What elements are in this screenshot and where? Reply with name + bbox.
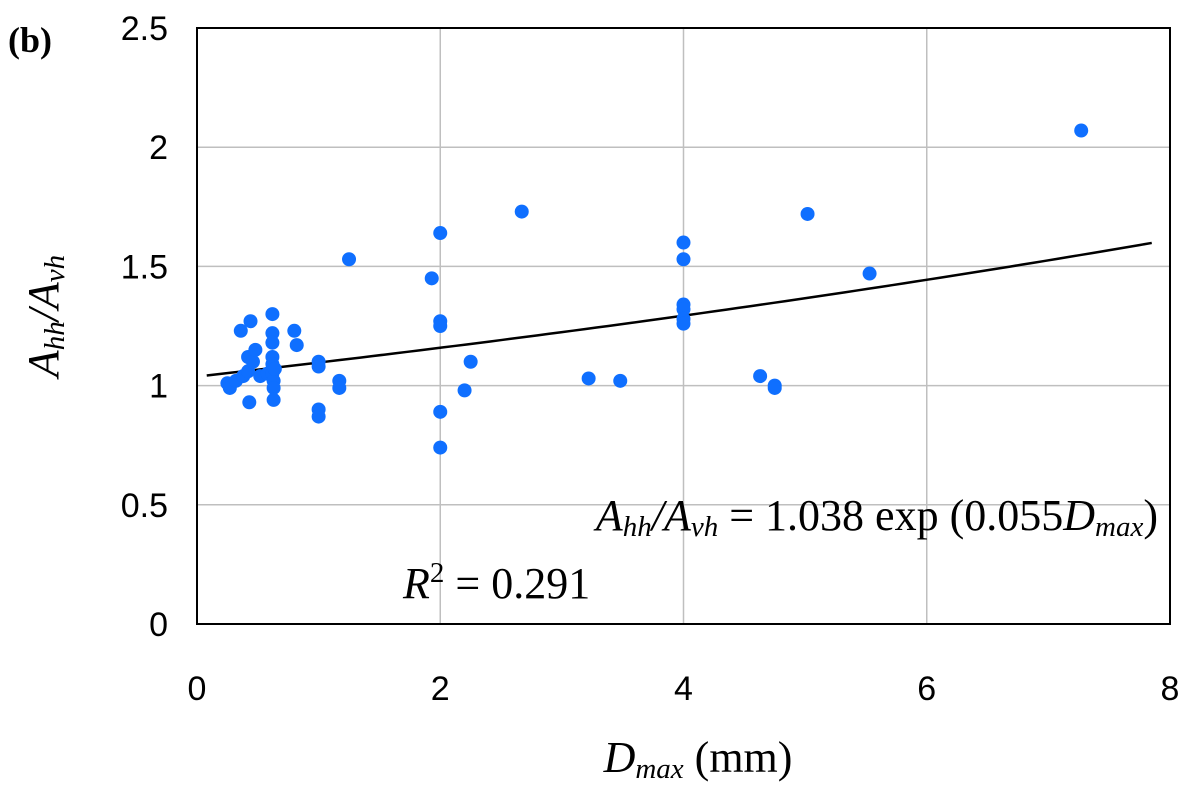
x-tick-labels: 0 2 4 6 8 (188, 670, 1180, 708)
y-tick-label: 1 (149, 368, 168, 406)
data-point (311, 359, 326, 374)
data-point (266, 392, 281, 407)
y-tick-label: 2.5 (121, 10, 168, 48)
data-point (265, 335, 280, 350)
panel-label: (b) (8, 20, 52, 60)
data-point (767, 380, 782, 395)
x-axis-label: Dmax (mm) (603, 733, 793, 785)
x-tick-label: 0 (188, 670, 207, 708)
data-points (220, 123, 1089, 455)
data-point (287, 323, 302, 338)
data-point (265, 307, 280, 322)
data-point (1074, 123, 1089, 138)
data-point (433, 226, 448, 241)
x-tick-label: 4 (674, 670, 693, 708)
data-point (243, 314, 258, 329)
x-tick-label: 6 (917, 670, 936, 708)
data-point (433, 404, 448, 419)
data-point (289, 338, 304, 353)
y-tick-label: 0 (149, 606, 168, 644)
data-point (613, 373, 628, 388)
data-point (267, 361, 282, 376)
data-point (332, 380, 347, 395)
data-point (424, 271, 439, 286)
data-point (581, 371, 596, 386)
y-tick-label: 0.5 (121, 487, 168, 525)
data-point (862, 266, 877, 281)
x-tick-label: 2 (431, 670, 450, 708)
data-point (463, 354, 478, 369)
y-tick-labels: 0 0.5 1 1.5 2 2.5 (121, 10, 168, 644)
data-point (433, 319, 448, 333)
data-point (676, 252, 691, 267)
data-point (245, 354, 260, 369)
r-squared-annotation: R2 = 0.291 (402, 557, 590, 608)
data-point (800, 206, 815, 221)
y-axis-label: Ahh/Avh (19, 255, 71, 380)
data-point (342, 252, 357, 267)
plot-frame (196, 27, 1171, 625)
y-tick-label: 1.5 (121, 248, 168, 286)
data-point (233, 323, 248, 338)
data-point (676, 316, 691, 331)
data-point (457, 383, 472, 398)
data-point (242, 395, 257, 410)
data-point (753, 369, 768, 384)
data-point (248, 342, 263, 357)
y-tick-label: 2 (149, 129, 168, 167)
data-point (433, 440, 448, 455)
data-point (514, 204, 529, 219)
data-point (311, 409, 326, 424)
data-point (676, 235, 691, 250)
data-point (266, 380, 281, 395)
equation-annotation: Ahh/Avh = 1.038 exp (0.055Dmax) (593, 491, 1158, 543)
x-tick-label: 8 (1161, 670, 1180, 708)
